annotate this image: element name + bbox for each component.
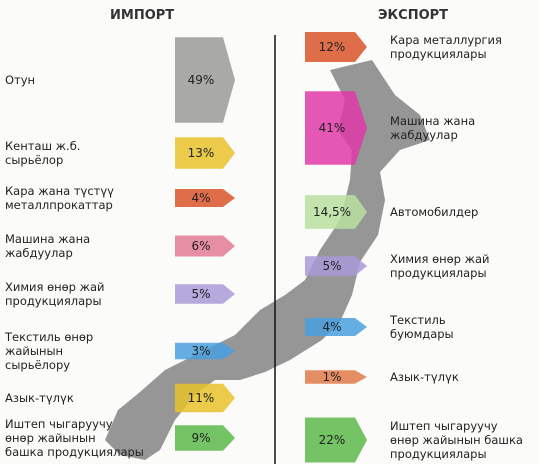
arrow [175, 383, 235, 413]
value-label: 4% [191, 191, 211, 205]
value-label: 5% [322, 259, 342, 273]
value-label: 12% [318, 40, 346, 54]
value-label: 22% [318, 433, 346, 447]
item-label: Кара металлургия продукциялары [390, 33, 502, 61]
item-label: Отун [5, 73, 36, 87]
arrow [305, 417, 367, 463]
value-label: 5% [191, 287, 211, 301]
item-label: Текстиль буюмдары [390, 313, 454, 341]
item-label: Машина жана жабдуулар [5, 232, 91, 260]
value-label: 41% [318, 121, 346, 135]
value-label: 9% [191, 431, 211, 445]
arrow [305, 370, 367, 384]
arrow [175, 284, 235, 304]
value-label: 14,5% [312, 205, 352, 219]
arrow [305, 256, 367, 276]
value-label: 6% [191, 239, 211, 253]
item-label: Автомобилдер [390, 205, 479, 219]
item-label: Машина жана жабдуулар [390, 114, 476, 142]
arrow [305, 195, 367, 229]
arrow [175, 37, 235, 123]
value-label: 1% [322, 370, 342, 384]
arrow [175, 342, 235, 360]
item-label: Кара жана түстүү металлпрокаттар [5, 184, 114, 212]
value-label: 4% [322, 320, 342, 334]
item-label: Химия өнөр жай продукциялары [5, 280, 105, 308]
arrow [175, 425, 235, 451]
arrow [305, 91, 367, 165]
item-label: Азык-түлүк [390, 370, 459, 384]
arrow [175, 189, 235, 207]
item-label: Текстиль өнөр жайынын сырьёлору [5, 330, 94, 372]
value-label: 49% [187, 73, 215, 87]
item-label: Химия өнөр жай продукциялары [390, 252, 490, 280]
item-label: Иштеп чыгаруучу өнөр жайынын башка проду… [390, 419, 523, 461]
export-title: ЭКСПОРТ [378, 8, 449, 23]
value-label: 3% [191, 344, 211, 358]
value-label: 11% [187, 391, 215, 405]
japan-map [105, 60, 430, 460]
item-label: Иштеп чыгаруучу өнөр жайынын башка проду… [5, 417, 144, 459]
item-label: Кенташ ж.б. сырьёлор [5, 139, 81, 167]
arrow [175, 235, 235, 257]
arrow [305, 32, 367, 62]
arrow [175, 137, 235, 169]
item-label: Азык-түлүк [5, 391, 74, 405]
arrow [305, 318, 367, 336]
import-title: ИМПОРТ [110, 8, 175, 23]
value-label: 13% [187, 146, 215, 160]
